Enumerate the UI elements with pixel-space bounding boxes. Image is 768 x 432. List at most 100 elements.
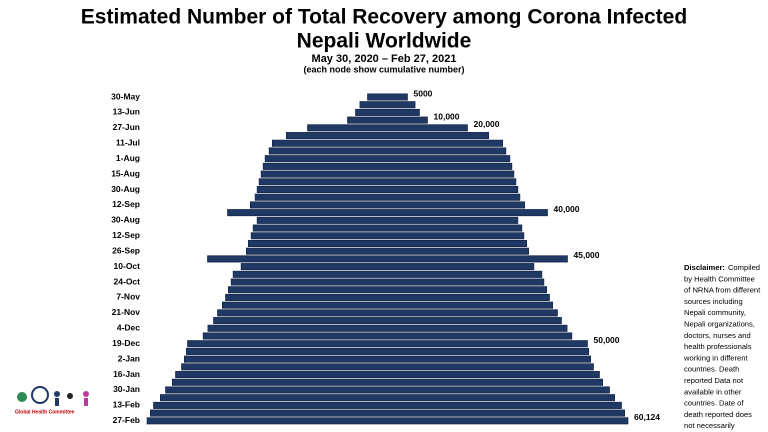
bar <box>185 347 590 355</box>
bar <box>227 286 548 294</box>
bar <box>347 116 428 124</box>
disclaimer-line: by Health Committee <box>684 274 755 283</box>
bar <box>149 409 626 417</box>
chart-subtitle: May 30, 2020 – Feb 27, 2021 <box>312 53 457 65</box>
disclaimer-line: countries. Date of <box>684 399 744 408</box>
disclaimer-line: countries. Death <box>684 365 739 374</box>
disclaimer-line: sources including <box>684 297 743 306</box>
bar <box>355 108 420 116</box>
bar <box>254 193 521 201</box>
bar <box>260 170 515 178</box>
bar <box>159 394 616 402</box>
disclaimer-line: health professionals <box>684 342 752 351</box>
disclaimer-line: doctors, nurses and <box>684 331 751 340</box>
disclaimer-line: available in other <box>684 387 742 396</box>
y-tick-label: 30-Aug <box>111 215 140 225</box>
logo-icon <box>54 391 60 397</box>
bar <box>187 340 588 348</box>
disclaimer-line: not necessarily <box>684 421 735 430</box>
chart-note: (each node show cumulative number) <box>303 64 464 74</box>
y-tick-label: 30-May <box>111 91 140 101</box>
data-label: 40,000 <box>554 204 580 214</box>
y-tick-label: 19-Dec <box>112 338 140 348</box>
disclaimer-line: reported Data not <box>684 376 744 385</box>
disclaimer-line: working in different <box>683 353 748 362</box>
bar <box>252 224 523 232</box>
data-label: 20,000 <box>474 119 500 129</box>
bar <box>165 386 610 394</box>
disclaimer: Disclaimer: Compiled by Health Committee of… <box>683 263 761 432</box>
y-tick-label: 27-Jun <box>113 122 140 132</box>
disclaimer-line: of NRNA from different <box>684 286 761 295</box>
y-tick-label: 30-Aug <box>111 184 140 194</box>
bar <box>181 363 594 371</box>
bar <box>256 186 519 194</box>
y-tick-label: 13-Feb <box>113 400 140 410</box>
bar <box>221 301 554 309</box>
bar <box>258 178 517 186</box>
disclaimer-line: Nepali organizations, <box>684 320 755 329</box>
bar <box>285 132 490 140</box>
y-tick-label: 2-Jan <box>118 353 140 363</box>
bar <box>245 247 530 255</box>
bar <box>225 293 550 301</box>
bar <box>247 239 528 247</box>
y-tick-label: 24-Oct <box>114 276 141 286</box>
bar <box>230 278 545 286</box>
disclaimer-line: death reported does <box>684 410 752 419</box>
bar <box>232 270 543 278</box>
bar <box>207 324 568 332</box>
y-tick-label: 30-Jan <box>113 384 140 394</box>
disclaimer-label: Disclaimer: <box>684 263 725 272</box>
bar <box>202 332 573 340</box>
data-label: 45,000 <box>574 250 600 260</box>
bar <box>262 162 513 170</box>
bar <box>264 155 511 163</box>
bar <box>175 371 600 379</box>
y-tick-label: 15-Aug <box>111 168 140 178</box>
bar <box>207 255 568 263</box>
bar <box>183 355 592 363</box>
y-tick-label: 26-Sep <box>112 245 140 255</box>
y-tick-label: 16-Jan <box>113 369 140 379</box>
bar <box>359 101 416 109</box>
bar <box>153 401 622 409</box>
chart-title: Estimated Number of Total Recovery among… <box>81 6 687 29</box>
logo-icon <box>83 391 89 397</box>
logo-caption: Global Health Committee <box>15 409 75 415</box>
bar <box>367 93 408 101</box>
bar <box>217 309 558 317</box>
logo-icon <box>31 386 49 404</box>
y-tick-label: 12-Sep <box>112 230 140 240</box>
disclaimer-line: Compiled <box>728 263 760 272</box>
y-tick-label: 12-Sep <box>112 199 140 209</box>
logo-icon <box>67 393 73 399</box>
bar <box>213 317 562 325</box>
y-tick-label: 7-Nov <box>116 292 140 302</box>
bar <box>307 124 468 132</box>
logo-icon <box>84 398 88 406</box>
data-label: 5000 <box>414 88 433 98</box>
y-tick-label: 4-Dec <box>117 323 140 333</box>
bar <box>268 147 507 155</box>
bar <box>271 139 504 147</box>
bar <box>171 378 604 386</box>
y-tick-label: 21-Nov <box>112 307 141 317</box>
y-tick-label: 27-Feb <box>113 415 140 425</box>
bar <box>250 232 525 240</box>
data-label: 60,124 <box>634 412 660 422</box>
y-tick-label: 13-Jun <box>113 107 140 117</box>
data-label: 10,000 <box>434 111 460 121</box>
bar <box>249 201 526 209</box>
chart-title: Nepali Worldwide <box>297 30 472 53</box>
data-label: 50,000 <box>594 335 620 345</box>
y-tick-label: 10-Oct <box>114 261 141 271</box>
y-tick-label: 1-Aug <box>116 153 140 163</box>
bar <box>227 209 548 217</box>
logo: Global Health Committee <box>15 386 89 415</box>
logo-icon <box>55 398 59 406</box>
bar <box>240 263 535 271</box>
y-tick-label: 11-Jul <box>116 138 140 148</box>
disclaimer-line: Nepali community, <box>684 308 746 317</box>
